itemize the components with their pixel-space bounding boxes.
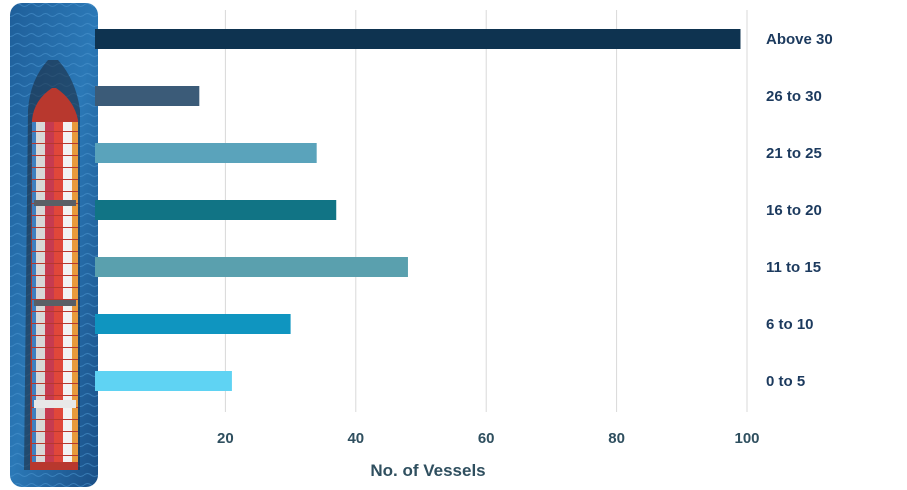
bar	[95, 86, 200, 106]
category-label: 6 to 10	[766, 316, 814, 333]
bar	[95, 371, 232, 391]
x-tick-label: 20	[217, 430, 234, 447]
bar	[95, 257, 408, 277]
bar	[95, 143, 317, 163]
container-ship-icon	[10, 3, 98, 487]
x-tick-label: 40	[347, 430, 364, 447]
x-tick-label: 100	[734, 430, 759, 447]
category-labels: Above 30 26 to 30 21 to 25 16 to 20 11 to 15…	[766, 31, 833, 390]
category-label: 16 to 20	[766, 202, 822, 219]
bar	[95, 29, 741, 49]
x-axis-title: No. of Vessels	[370, 461, 485, 480]
x-tick-labels: 20 40 60 80 100	[217, 430, 759, 447]
category-label: Above 30	[766, 31, 833, 48]
x-tick-label: 80	[608, 430, 625, 447]
category-label: 11 to 15	[766, 259, 821, 276]
x-tick-label: 60	[478, 430, 495, 447]
bar	[95, 200, 337, 220]
bars	[95, 29, 741, 391]
category-label: 0 to 5	[766, 373, 805, 390]
bar	[95, 314, 291, 334]
category-label: 26 to 30	[766, 88, 822, 105]
category-label: 21 to 25	[766, 145, 822, 162]
